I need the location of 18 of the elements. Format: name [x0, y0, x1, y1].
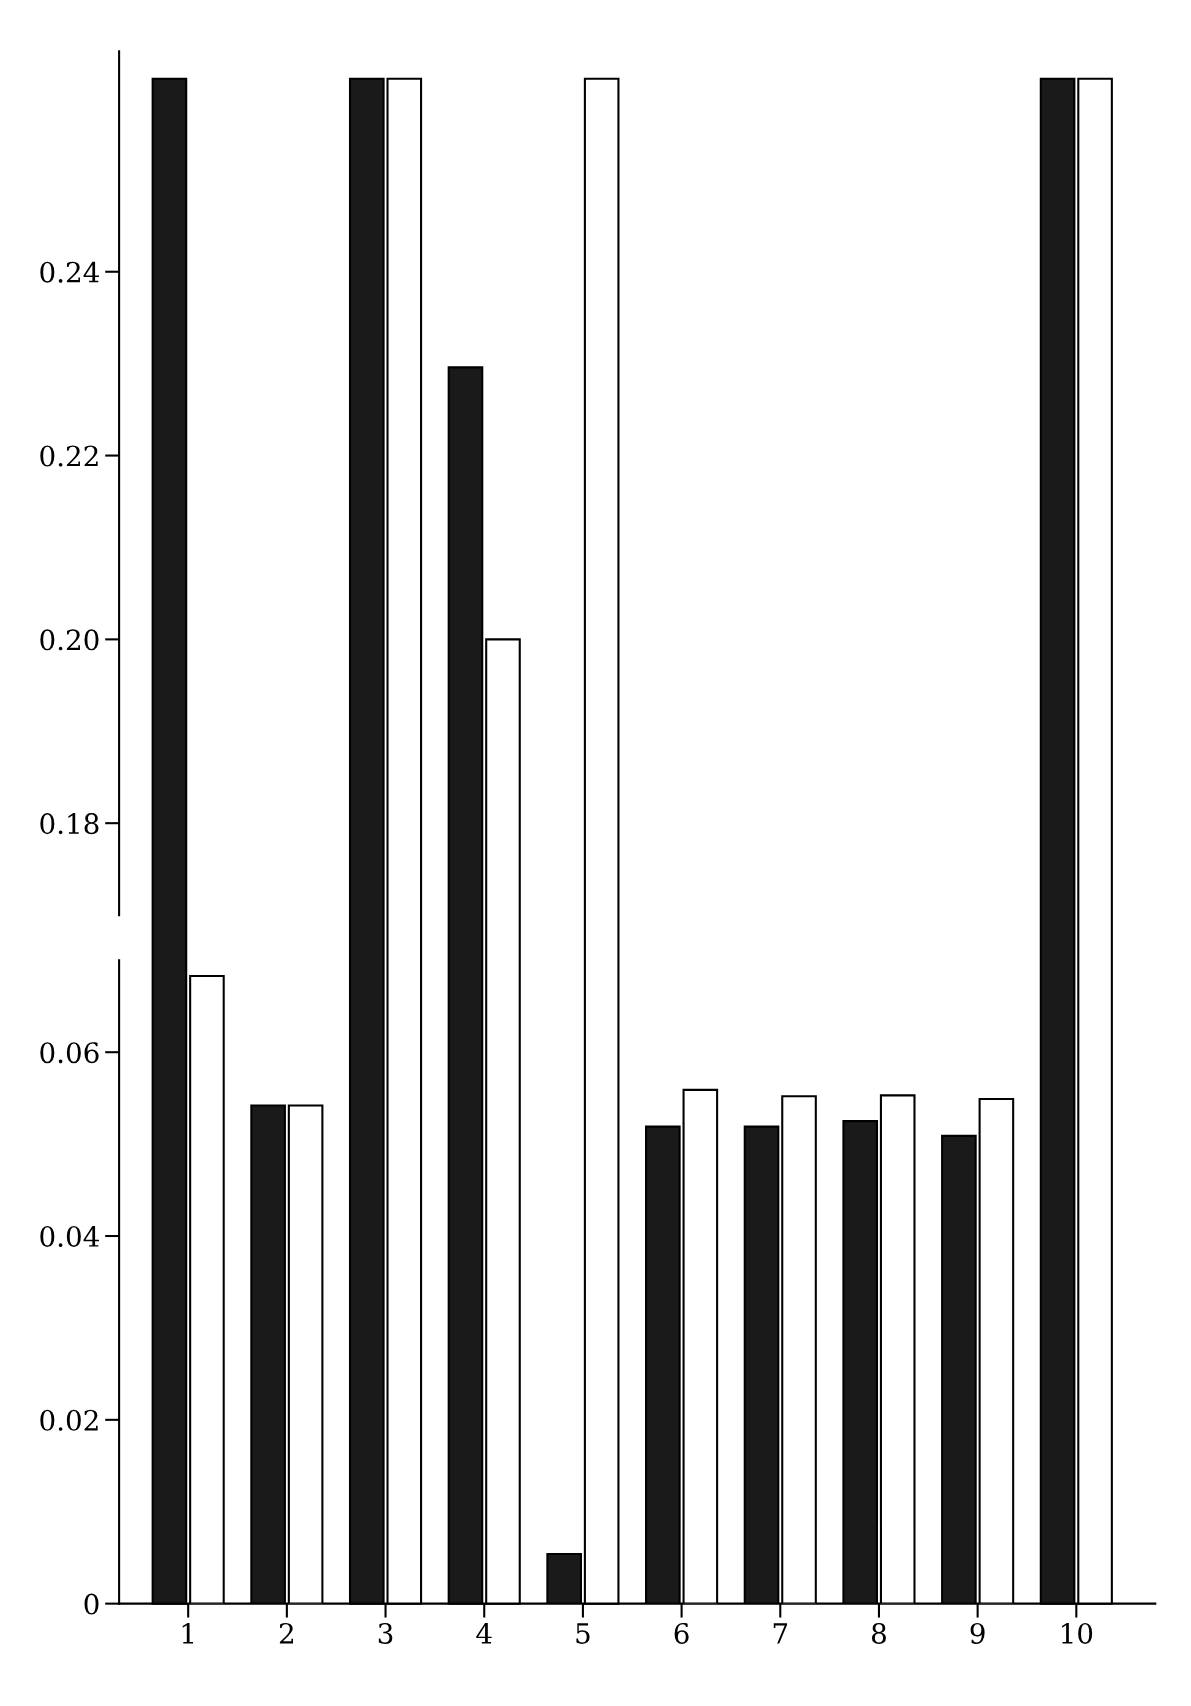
y-tick-label: 0.06 [40, 1042, 99, 1064]
y-tick-label: 0.02 [40, 1409, 98, 1431]
y-tick-label: 0.04 [40, 1225, 99, 1247]
y-tick-label: 0 [84, 1593, 99, 1615]
x-tick-label: 10 [1062, 1622, 1093, 1644]
x-tick-label: 3 [378, 1622, 393, 1644]
y-tick-label: 0.24 [40, 261, 99, 283]
x-tick-label: 7 [773, 1623, 788, 1644]
x-tick-label: 5 [576, 1623, 590, 1644]
x-tick-label: 6 [674, 1622, 689, 1644]
x-tick-label: 4 [476, 1622, 492, 1644]
x-tick-label: 2 [279, 1622, 293, 1644]
x-tick-label: 9 [970, 1622, 985, 1644]
y-tick-label: 0.20 [40, 629, 99, 651]
y-tick-label: 0.22 [40, 445, 98, 467]
x-tick-label: 8 [871, 1622, 886, 1644]
x-tick-label: 1 [182, 1622, 194, 1644]
y-tick-label: 0.18 [40, 813, 99, 835]
